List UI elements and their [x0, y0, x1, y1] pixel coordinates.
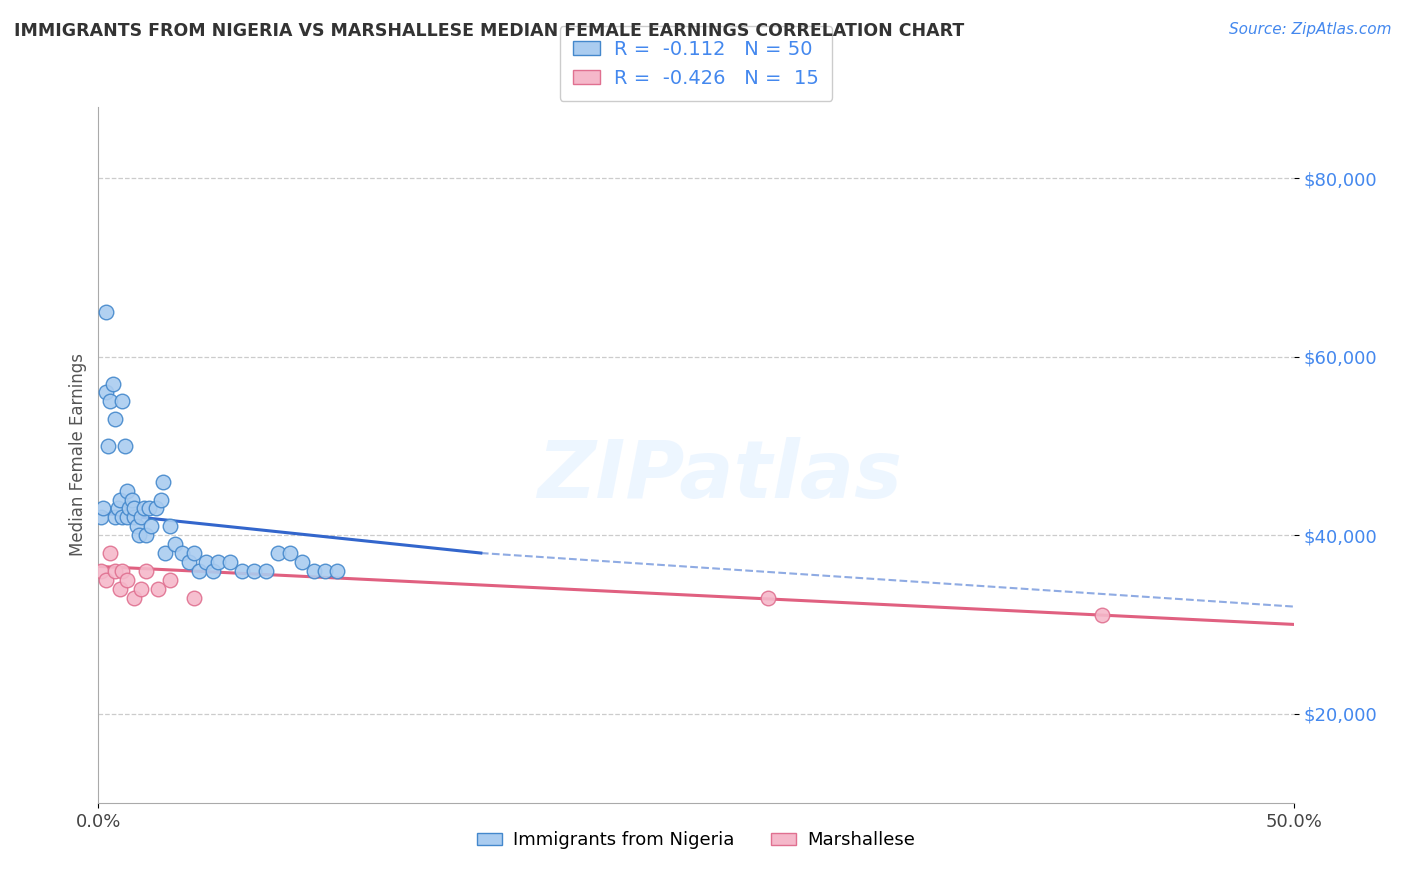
Point [207, 555, 229, 569]
Point [231, 564, 253, 578]
Point [121, 492, 143, 507]
Point [145, 501, 167, 516]
Point [183, 546, 205, 560]
Point [97, 439, 120, 453]
Point [114, 439, 136, 453]
Point [278, 546, 301, 560]
Point [104, 564, 127, 578]
Point [163, 537, 186, 551]
Point [326, 564, 349, 578]
Point [124, 501, 146, 516]
Point [115, 483, 138, 498]
Point [94, 573, 117, 587]
Point [135, 564, 157, 578]
Point [90, 564, 112, 578]
Point [183, 591, 205, 605]
Point [94, 385, 117, 400]
Point [267, 546, 290, 560]
Point [172, 546, 194, 560]
Legend: Immigrants from Nigeria, Marshallese: Immigrants from Nigeria, Marshallese [470, 824, 922, 856]
Point [108, 492, 131, 507]
Point [149, 492, 172, 507]
Point [104, 510, 127, 524]
Point [111, 564, 134, 578]
Point [148, 582, 170, 596]
Point [91, 501, 114, 516]
Point [187, 564, 209, 578]
Point [124, 510, 146, 524]
Point [98, 394, 122, 409]
Point [131, 510, 153, 524]
Point [111, 394, 134, 409]
Point [101, 376, 124, 391]
Point [291, 555, 314, 569]
Point [128, 528, 150, 542]
Point [243, 564, 266, 578]
Point [131, 582, 153, 596]
Point [159, 573, 181, 587]
Point [115, 510, 138, 524]
Point [1091, 608, 1114, 623]
Point [98, 546, 122, 560]
Point [132, 501, 155, 516]
Point [302, 564, 325, 578]
Point [159, 519, 181, 533]
Point [108, 582, 131, 596]
Point [756, 591, 779, 605]
Text: Source: ZipAtlas.com: Source: ZipAtlas.com [1229, 22, 1392, 37]
Point [94, 305, 117, 319]
Point [138, 501, 160, 516]
Point [254, 564, 277, 578]
Point [179, 555, 201, 569]
Point [118, 501, 141, 516]
Point [111, 510, 134, 524]
Point [104, 412, 127, 426]
Text: ZIPatlas: ZIPatlas [537, 437, 903, 515]
Point [315, 564, 337, 578]
Text: IMMIGRANTS FROM NIGERIA VS MARSHALLESE MEDIAN FEMALE EARNINGS CORRELATION CHART: IMMIGRANTS FROM NIGERIA VS MARSHALLESE M… [14, 22, 965, 40]
Point [124, 591, 146, 605]
Point [125, 519, 148, 533]
Point [202, 564, 225, 578]
Point [152, 475, 174, 489]
Point [155, 546, 177, 560]
Y-axis label: Median Female Earnings: Median Female Earnings [69, 353, 87, 557]
Point [115, 573, 138, 587]
Point [219, 555, 242, 569]
Point [139, 519, 162, 533]
Point [90, 510, 112, 524]
Point [107, 501, 129, 516]
Point [135, 528, 157, 542]
Point [195, 555, 218, 569]
